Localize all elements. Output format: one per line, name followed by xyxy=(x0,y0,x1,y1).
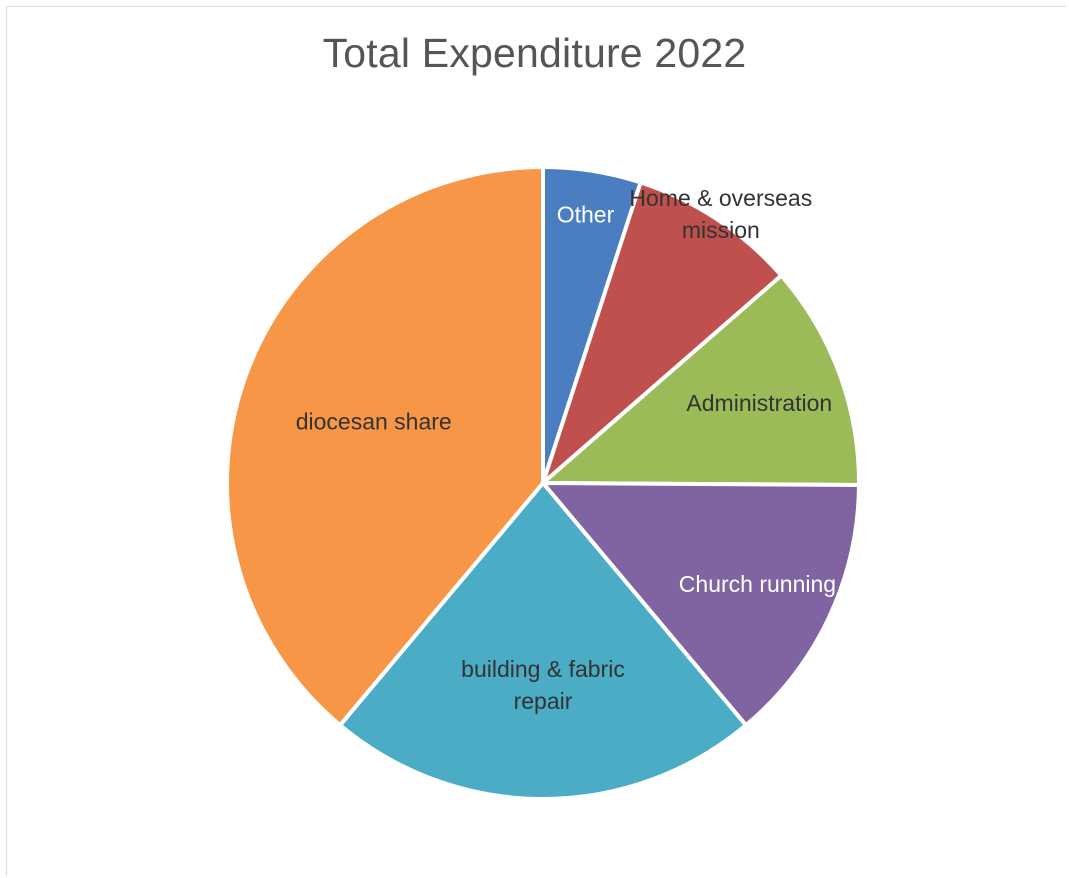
slice-label-other: Other xyxy=(557,202,615,228)
chart-title: Total Expenditure 2022 xyxy=(322,30,747,76)
slice-label-building-and-fabric-repair: building & fabric repair xyxy=(461,656,625,714)
pie-slice-church-running xyxy=(541,481,861,728)
slice-label-home-and-overseas-mission: Home & overseas mission xyxy=(629,185,812,243)
slice-label-diocesan-share: diocesan share xyxy=(296,408,452,434)
slice-label-administration: Administration xyxy=(686,390,832,416)
pie-slice-building-and-fabric-repair xyxy=(338,481,748,801)
pie-slice-administration xyxy=(541,273,861,487)
pie-slice-home-and-overseas-mission xyxy=(541,180,784,485)
chart-frame xyxy=(6,6,1066,876)
slice-label-church-running: Church running xyxy=(679,571,836,597)
pie-slice-diocesan-share xyxy=(225,165,545,728)
